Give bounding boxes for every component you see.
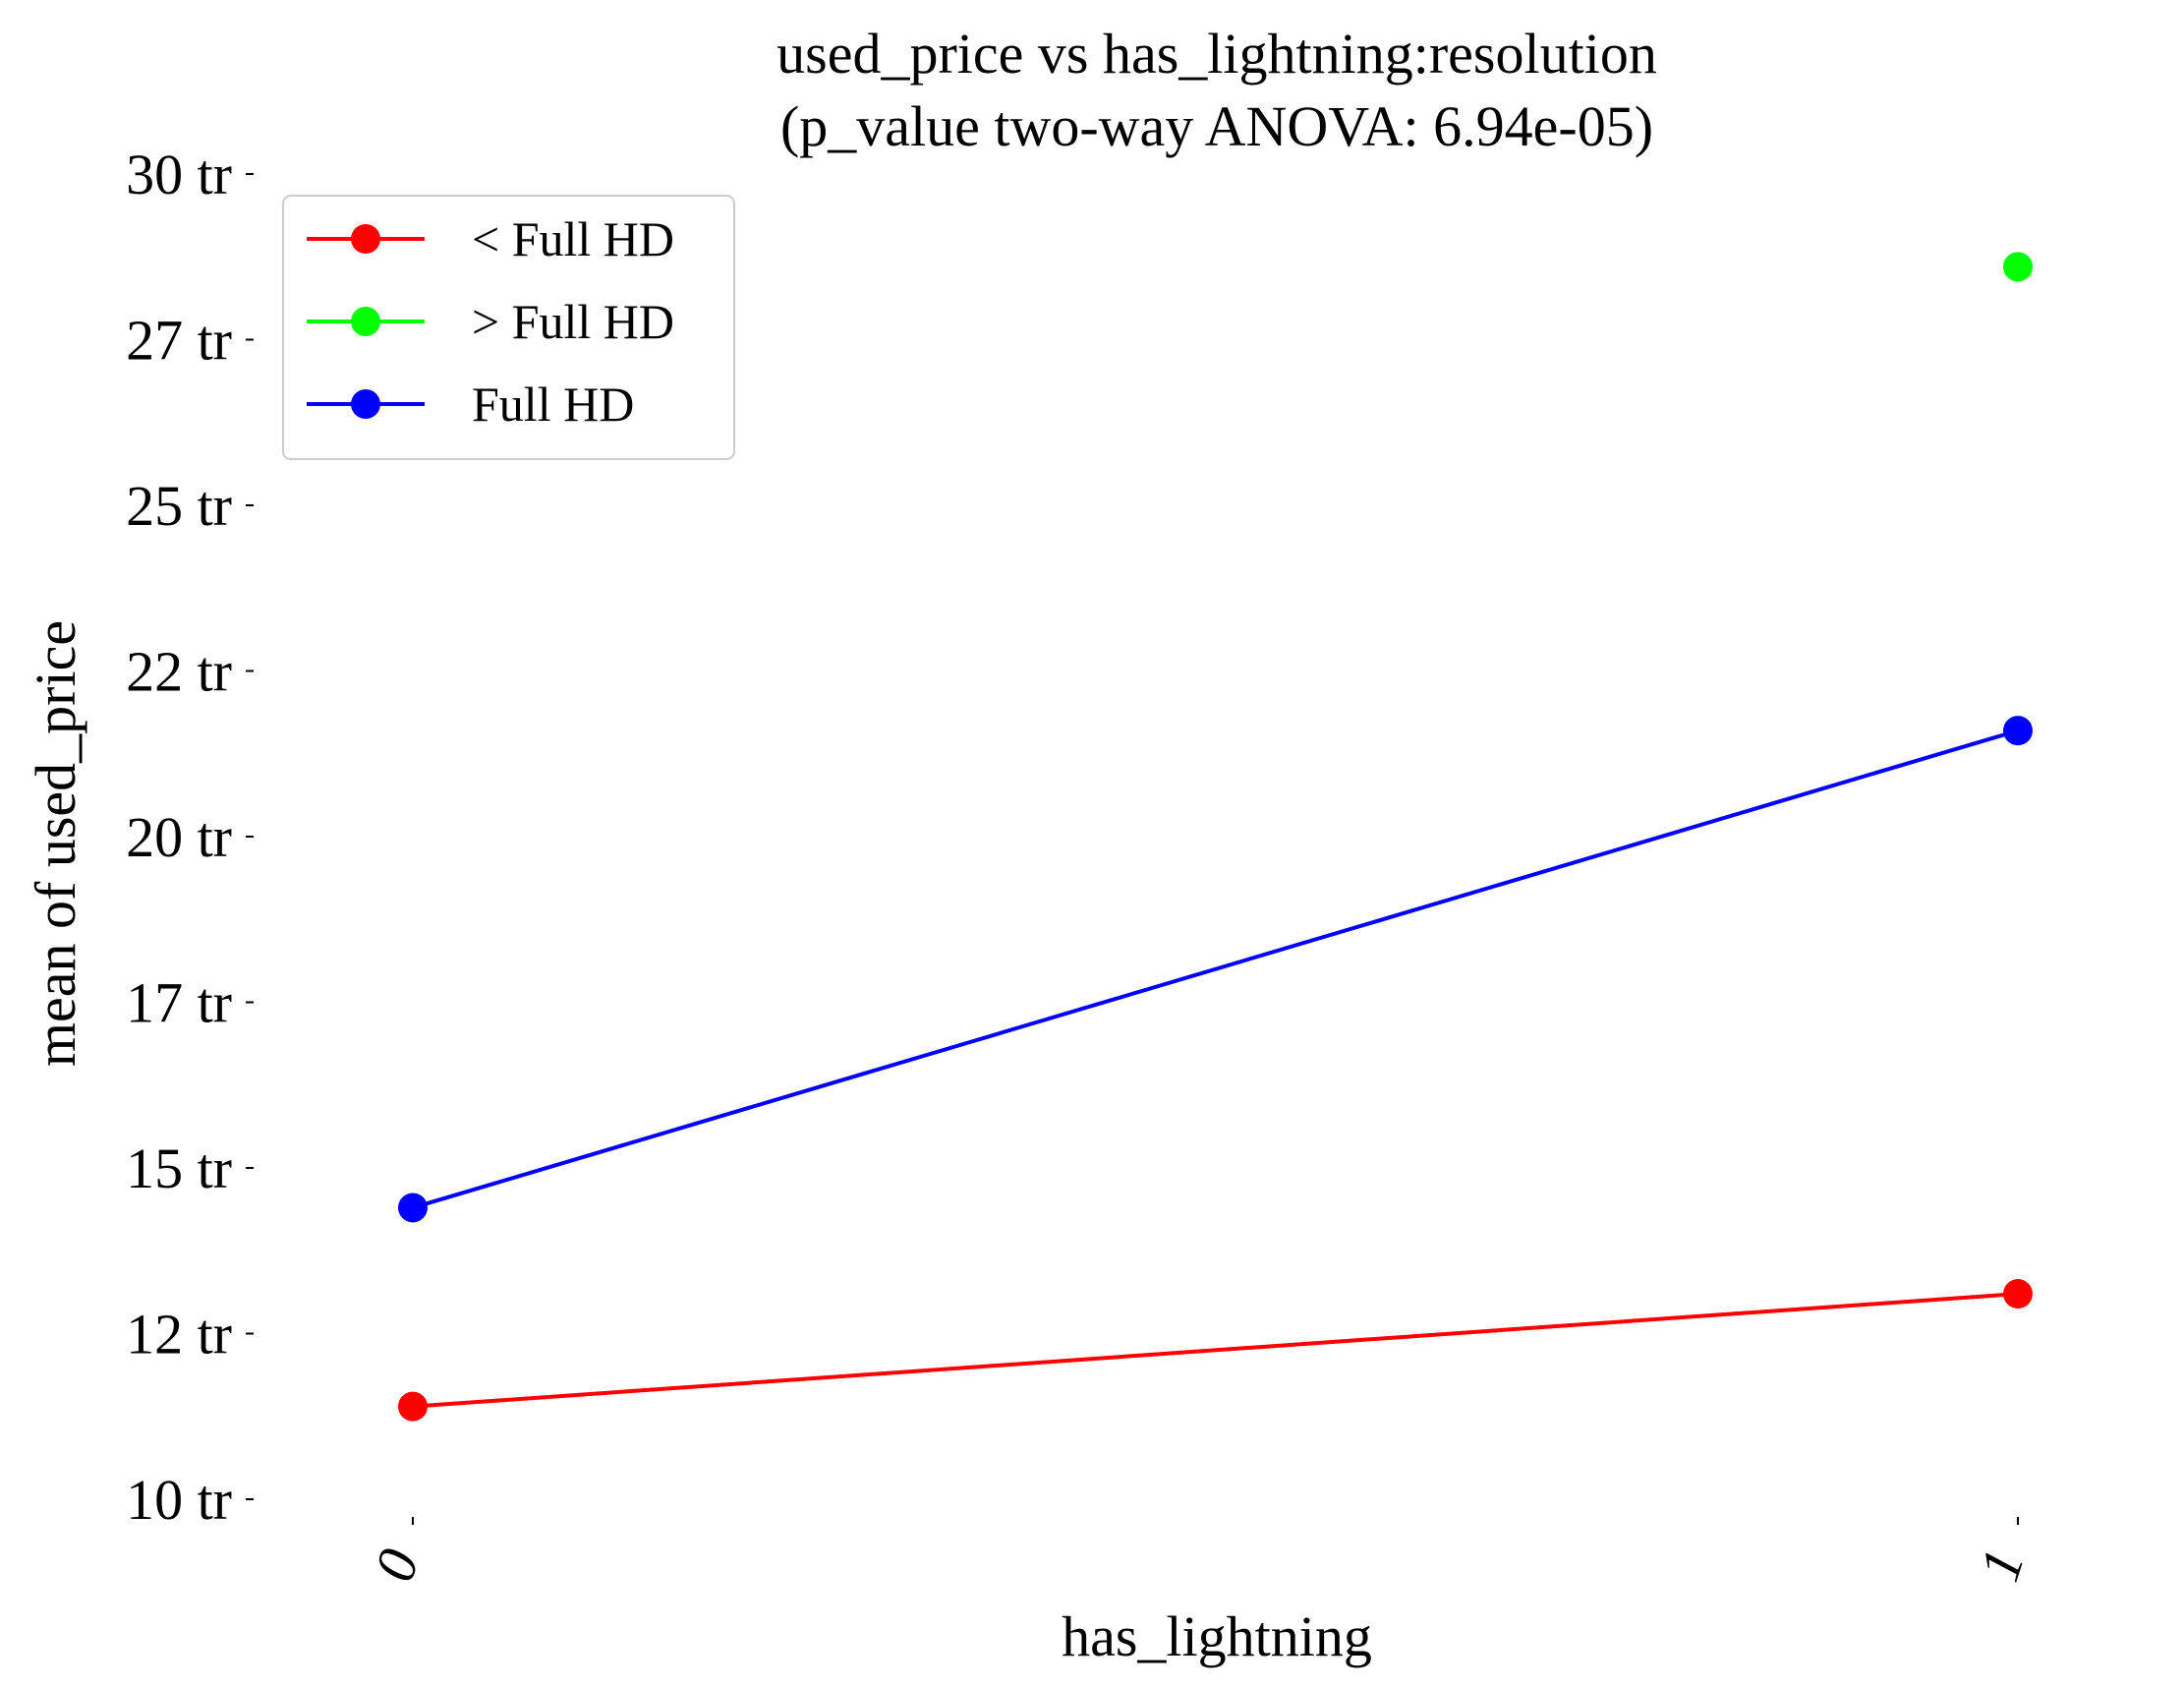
data-point [398, 1193, 428, 1223]
y-tick-label: 30 tr [126, 143, 232, 206]
legend-label: > Full HD [472, 294, 674, 349]
y-tick-label: 22 tr [126, 640, 232, 704]
y-tick-label: 27 tr [126, 309, 232, 373]
x-tick-label: 1 [1967, 1542, 2037, 1589]
y-tick-label: 10 tr [126, 1468, 232, 1532]
y-tick-label: 15 tr [126, 1136, 232, 1200]
plot-area [398, 252, 2033, 1422]
legend-marker [351, 389, 380, 419]
legend-marker [351, 307, 380, 336]
series-line [412, 1292, 2019, 1409]
y-tick-label: 12 tr [126, 1303, 232, 1367]
series-line [412, 728, 2019, 1210]
y-tick-label: 17 tr [126, 971, 232, 1035]
data-point [398, 1391, 428, 1422]
y-axis-label: mean of used_price [24, 620, 87, 1067]
x-axis-label: has_lightning [1062, 1604, 1372, 1668]
legend-frame [282, 195, 735, 460]
data-point [2003, 1279, 2033, 1310]
chart-title-line-2: (p_value two-way ANOVA: 6.94e-05) [780, 94, 1653, 158]
chart-title-line-1: used_price vs has_lightning:resolution [776, 22, 1657, 86]
y-tick-label: 20 tr [126, 805, 232, 869]
legend-label: Full HD [472, 377, 634, 432]
legend: < Full HD > Full HD Full HD [282, 195, 735, 460]
data-point [2003, 252, 2033, 282]
y-tick-label: 25 tr [126, 474, 232, 538]
y-axis: 10 tr 12 tr 15 tr 17 tr 20 tr 22 tr 25 tr 27 tr… [126, 143, 254, 1532]
x-tick-label: 0 [362, 1542, 431, 1589]
legend-label: < Full HD [472, 211, 674, 266]
data-point [2003, 716, 2033, 746]
legend-marker [351, 224, 380, 254]
